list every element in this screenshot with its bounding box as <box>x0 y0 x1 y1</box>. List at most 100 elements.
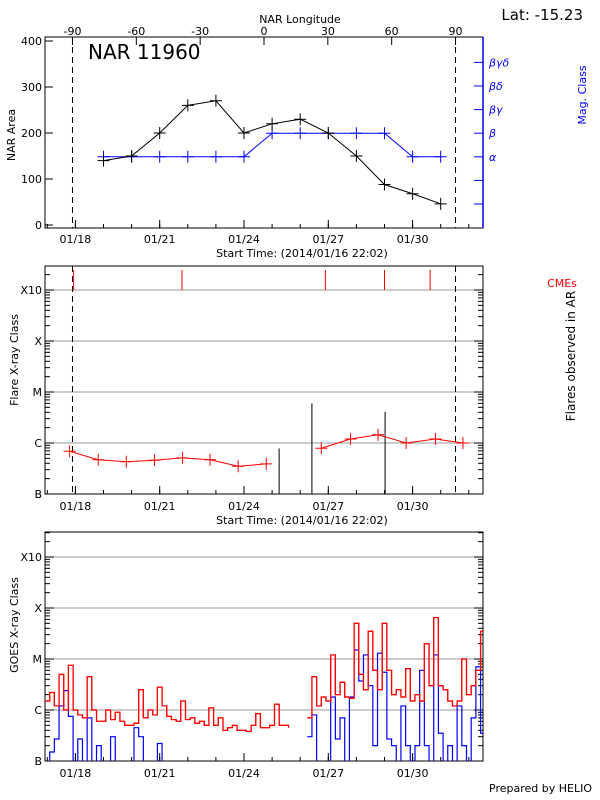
flare-class-line <box>321 434 464 449</box>
area-point <box>406 187 419 200</box>
panel-frame <box>44 531 484 762</box>
mag-class-point <box>350 127 363 140</box>
mag-class-point <box>434 150 447 163</box>
flare-class-point <box>92 453 105 466</box>
goes-long-channel-line <box>307 616 483 719</box>
area-point <box>153 127 166 139</box>
y-tick-label: 400 <box>21 35 42 48</box>
y-tick-label: X <box>34 602 42 615</box>
longitude-tick-label: -60 <box>127 25 145 38</box>
area-point <box>238 127 251 139</box>
cme-legend-label: CMEs <box>547 277 577 290</box>
y-axis-title: Flare X-ray Class <box>8 314 21 406</box>
goes-short-channel-line <box>49 690 163 761</box>
area-point <box>97 154 110 167</box>
mag-class-point <box>294 127 307 140</box>
goes-long-channel-line <box>45 664 290 733</box>
y-axis-title: GOES X-ray Class <box>8 577 21 673</box>
plot-area <box>63 270 469 494</box>
panel-frame <box>44 265 484 495</box>
panel-frame <box>44 36 484 229</box>
flare-class-point <box>120 455 133 468</box>
plot-area <box>97 94 447 210</box>
y-tick-label: C <box>34 704 42 717</box>
area-point <box>266 117 279 130</box>
area-point <box>378 178 391 191</box>
goes-long-channel-line <box>307 616 483 719</box>
area-point <box>125 150 138 162</box>
y-tick-label: 100 <box>21 173 42 186</box>
latitude-label: Lat: -15.23 <box>501 6 583 24</box>
flare-class-point <box>63 445 76 458</box>
flare-class-point <box>176 451 189 464</box>
mag-class-point <box>181 150 194 163</box>
x-tick-label: 01/24 <box>228 767 260 780</box>
flare-class-point <box>315 442 328 455</box>
area-point <box>322 127 335 139</box>
x-tick-label: 01/18 <box>60 500 92 513</box>
y-tick-label: X10 <box>20 284 42 297</box>
y-tick-label: 300 <box>21 81 42 94</box>
longitude-tick-label: 30 <box>321 25 335 38</box>
area-point <box>209 94 222 107</box>
mag-class-tick-label: βγ <box>488 104 503 117</box>
x-tick-label: 01/27 <box>312 233 344 246</box>
x-tick-label: 01/30 <box>397 233 429 246</box>
x-tick-label: 01/21 <box>144 767 176 780</box>
mag-class-point <box>153 150 166 163</box>
longitude-tick-label: -90 <box>63 25 81 38</box>
y-tick-label: B <box>34 488 42 501</box>
area-point <box>294 113 307 126</box>
flare-class-point <box>148 454 161 467</box>
x-tick-label: 01/18 <box>60 767 92 780</box>
mag-class-tick-label: α <box>489 151 497 164</box>
flare-class-point <box>400 437 413 449</box>
area-point <box>434 197 447 210</box>
longitude-axis-title: NAR Longitude <box>259 13 341 26</box>
y-tick-label: C <box>34 437 42 450</box>
y-tick-label: X <box>34 335 42 348</box>
flare-class-point <box>344 432 357 445</box>
flare-class-point <box>232 460 245 473</box>
credit-label: Prepared by HELIO <box>489 782 592 795</box>
mag-class-tick-label: βδ <box>488 80 503 93</box>
x-tick-label: 01/27 <box>312 500 344 513</box>
y-tick-label: 200 <box>21 127 42 140</box>
y2-axis-title: Mag. Class <box>576 65 589 124</box>
flare-class-point <box>204 453 217 466</box>
x-tick-label: 01/24 <box>228 233 260 246</box>
flare-class-point <box>372 428 385 441</box>
goes-xray-panel: GOES X-ray Class B C M X X10 01/18 01/21 01/24 0… <box>8 531 484 780</box>
x-tick-label: 01/30 <box>397 767 429 780</box>
flare-class-point <box>456 437 469 449</box>
mag-class-point <box>406 150 419 163</box>
mag-class-point <box>378 127 391 140</box>
longitude-tick-label: 90 <box>449 25 463 38</box>
nar-area-panel: NAR 11960 NAR Area Mag. Class Start Time… <box>5 25 589 260</box>
flare-class-line <box>69 450 267 467</box>
y-tick-label: M <box>33 653 43 666</box>
plot-area <box>45 616 483 761</box>
goes-short-channel-line <box>307 649 483 761</box>
flare-class-panel: Flare X-ray Class Flares observed in AR … <box>8 265 578 527</box>
mag-class-point <box>209 150 222 163</box>
y-tick-label: M <box>33 386 43 399</box>
y2-axis-title: Flares observed in AR <box>564 291 578 421</box>
region-title: NAR 11960 <box>88 40 201 64</box>
longitude-tick-label: -30 <box>191 25 209 38</box>
y-axis-title: NAR Area <box>5 109 18 161</box>
x-tick-label: 01/24 <box>228 500 260 513</box>
area-line <box>103 100 441 205</box>
x-tick-label: 01/21 <box>144 233 176 246</box>
longitude-tick-label: 60 <box>385 25 399 38</box>
longitude-tick-label: 0 <box>261 25 268 38</box>
y-tick-label: 0 <box>35 219 42 232</box>
x-axis-title: Start Time: (2014/01/16 22:02) <box>216 514 388 527</box>
y-tick-label: X10 <box>20 551 42 564</box>
area-point <box>181 99 194 112</box>
mag-class-tick-label: β <box>488 127 496 140</box>
y-tick-label: B <box>34 755 42 768</box>
x-tick-label: 01/18 <box>60 233 92 246</box>
mag-class-point <box>238 150 251 163</box>
